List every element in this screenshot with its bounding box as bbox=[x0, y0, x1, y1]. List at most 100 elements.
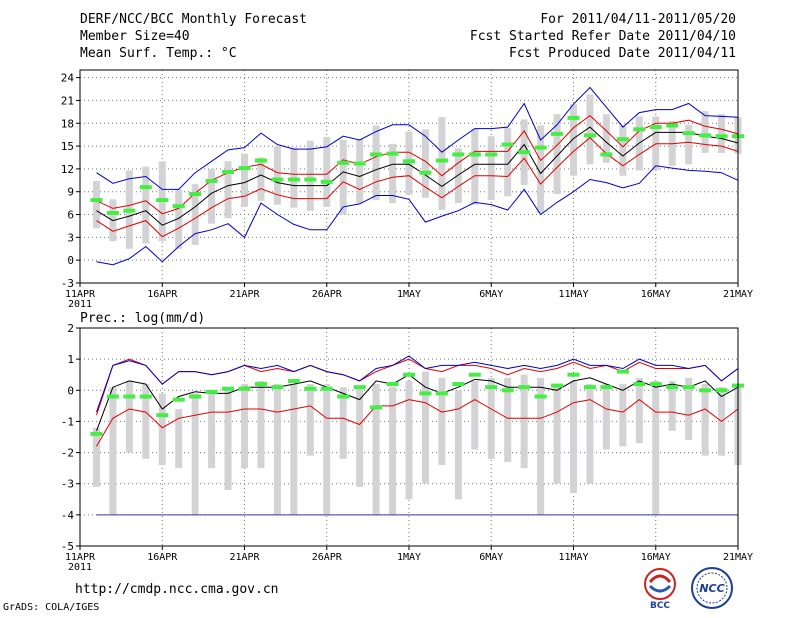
median-marker bbox=[699, 133, 712, 138]
median-marker bbox=[254, 382, 267, 387]
spread-box bbox=[685, 124, 693, 165]
x-tick-label: 11APR bbox=[65, 552, 96, 563]
y-tick-label: -5 bbox=[61, 540, 74, 553]
spread-box bbox=[602, 114, 610, 163]
ncc-logo-text: NCC bbox=[699, 582, 724, 595]
median-marker bbox=[238, 386, 251, 391]
median-marker bbox=[238, 166, 251, 171]
median-marker bbox=[222, 169, 235, 174]
spread-box bbox=[158, 393, 166, 466]
y-tick-label: -4 bbox=[61, 509, 75, 522]
member-size: Member Size=40 bbox=[80, 29, 190, 44]
spread-box bbox=[273, 384, 281, 515]
spread-box bbox=[290, 384, 298, 515]
spread-box bbox=[224, 161, 232, 219]
median-marker bbox=[583, 385, 596, 390]
source-url[interactable]: http://cmdp.ncc.cma.gov.cn bbox=[75, 582, 279, 597]
spread-box bbox=[471, 380, 479, 450]
median-marker bbox=[403, 159, 415, 164]
median-marker bbox=[666, 385, 679, 390]
median-marker bbox=[468, 372, 481, 377]
spread-box bbox=[619, 384, 627, 447]
y-tick-label: 21 bbox=[61, 94, 74, 107]
spread-box bbox=[487, 136, 495, 201]
median-marker bbox=[106, 211, 119, 216]
y-tick-label: 6 bbox=[67, 209, 74, 222]
spread-box bbox=[208, 393, 216, 469]
x-tick-label: 21APR bbox=[229, 552, 260, 563]
median-marker bbox=[666, 123, 679, 128]
spread-box bbox=[586, 94, 594, 165]
median-marker bbox=[600, 152, 613, 157]
median-marker bbox=[715, 134, 728, 139]
x-tick-label: 16MAY bbox=[641, 289, 671, 300]
spread-box bbox=[389, 387, 397, 515]
median-marker bbox=[419, 391, 432, 396]
x-tick-label: 1MAY bbox=[397, 289, 421, 300]
x-tick-label: 26APR bbox=[312, 289, 343, 300]
series-ensemble-min bbox=[96, 165, 739, 266]
median-marker bbox=[222, 386, 235, 391]
spread-box bbox=[438, 117, 446, 210]
ncc-logo: NCC bbox=[691, 567, 733, 609]
median-marker bbox=[370, 152, 383, 157]
forecast-period: For 2011/04/11-2011/05/20 bbox=[540, 12, 736, 27]
y-tick-label: 3 bbox=[67, 231, 74, 244]
spread-box bbox=[241, 153, 248, 207]
median-marker bbox=[205, 179, 218, 184]
spread-box bbox=[257, 157, 265, 201]
agency-logos: BCC NCC bbox=[640, 566, 740, 611]
median-marker bbox=[320, 386, 333, 391]
spread-box bbox=[520, 374, 528, 469]
spread-box bbox=[241, 384, 248, 469]
median-marker bbox=[485, 385, 498, 390]
series-ensemble-max bbox=[96, 355, 739, 413]
spread-box bbox=[257, 380, 265, 469]
median-marker bbox=[353, 385, 366, 390]
y-tick-label: -3 bbox=[61, 277, 74, 290]
median-marker bbox=[271, 177, 284, 182]
x-tick-label: 21MAY bbox=[723, 552, 753, 563]
median-marker bbox=[106, 394, 119, 399]
bcc-logo-text: BCC bbox=[650, 601, 670, 610]
median-marker bbox=[90, 431, 103, 436]
median-marker bbox=[452, 382, 465, 387]
spread-box bbox=[191, 393, 199, 515]
median-marker bbox=[518, 385, 531, 390]
spread-box bbox=[504, 127, 512, 197]
y-tick-label: 0 bbox=[67, 254, 74, 267]
y-tick-label: 9 bbox=[67, 186, 74, 199]
spread-box bbox=[421, 371, 429, 484]
median-marker bbox=[435, 391, 448, 396]
median-marker bbox=[123, 208, 136, 213]
spread-box bbox=[668, 380, 676, 431]
median-marker bbox=[386, 151, 399, 156]
median-marker bbox=[518, 150, 531, 155]
median-marker bbox=[320, 179, 333, 184]
median-marker bbox=[468, 152, 481, 157]
spread-box bbox=[553, 114, 561, 194]
y-tick-label: -2 bbox=[61, 447, 74, 460]
spread-box bbox=[142, 166, 150, 244]
median-marker bbox=[287, 177, 300, 182]
spread-box bbox=[570, 380, 577, 494]
spread-box bbox=[92, 181, 100, 229]
x-tick-label: 21APR bbox=[229, 289, 260, 300]
median-marker bbox=[271, 385, 284, 390]
median-marker bbox=[583, 133, 596, 138]
median-marker bbox=[419, 170, 432, 175]
refer-date: Fcst Started Refer Date 2011/04/10 bbox=[469, 29, 736, 44]
spread-box bbox=[718, 114, 726, 153]
median-marker bbox=[172, 397, 185, 402]
spread-box bbox=[504, 377, 512, 462]
x-tick-sublabel: 2011 bbox=[68, 299, 92, 310]
median-marker bbox=[551, 383, 564, 388]
median-marker bbox=[649, 382, 662, 387]
median-marker bbox=[386, 382, 399, 387]
median-marker bbox=[304, 386, 317, 391]
y-tick-label: 15 bbox=[61, 140, 74, 153]
spread-box bbox=[306, 384, 314, 456]
spread-box bbox=[570, 104, 577, 176]
y-tick-label: -1 bbox=[61, 415, 74, 428]
